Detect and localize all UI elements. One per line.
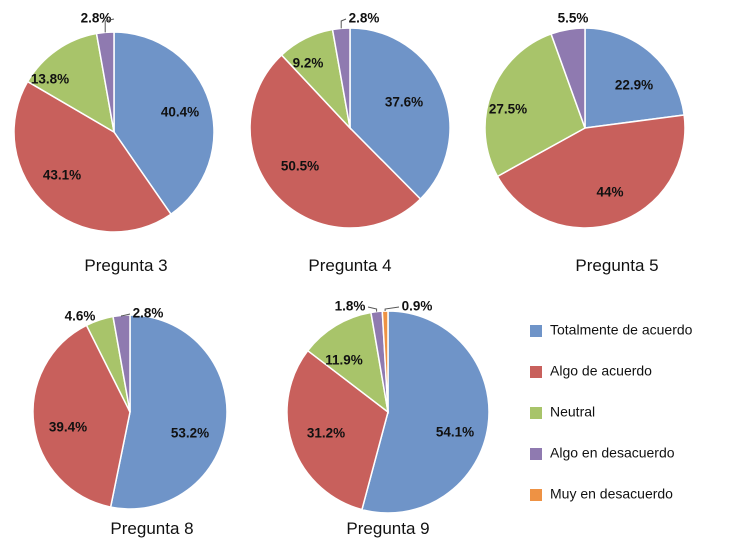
- leader-line: [121, 313, 131, 317]
- slice-label-totalmente: 54.1%: [436, 425, 474, 440]
- legend-item-algo: Algo de acuerdo: [530, 363, 652, 379]
- legend-label: Totalmente de acuerdo: [550, 322, 693, 338]
- legend-swatch: [530, 489, 542, 501]
- slice-label-neutral: 27.5%: [489, 102, 527, 117]
- pie-slice-totalmente: [349, 27, 451, 201]
- slice-label-neutral: 11.9%: [325, 353, 363, 368]
- pie-slice-totalmente: [584, 27, 685, 129]
- leader-line: [384, 306, 400, 311]
- pie-chart: 22.9% 44% 27.5% 5.5% Pregunta 5: [484, 11, 686, 275]
- slice-label-desacuerdo: 5.5%: [558, 11, 589, 26]
- slice-label-neutral: 4.6%: [65, 309, 96, 324]
- slice-label-algo: 44%: [596, 185, 623, 200]
- slice-label-algo: 31.2%: [307, 426, 345, 441]
- leader-line: [367, 306, 378, 312]
- pie-slice-algo: [249, 53, 422, 229]
- pie-slice-totalmente: [109, 314, 228, 510]
- pie-chart: 37.6% 50.5% 9.2% 2.8% Pregunta 4: [249, 11, 451, 275]
- slice-label-desacuerdo: 1.8%: [335, 299, 366, 314]
- pie-title: Pregunta 5: [575, 256, 658, 275]
- slice-label-desacuerdo: 2.8%: [349, 11, 380, 26]
- legend-swatch: [530, 448, 542, 460]
- slice-label-neutral: 13.8%: [31, 72, 69, 87]
- pie-slice-algo: [496, 114, 686, 229]
- pie-title: Pregunta 9: [346, 519, 429, 538]
- slice-label-totalmente: 53.2%: [171, 426, 209, 441]
- pie-chart: 40.4% 43.1% 13.8% 2.8% Pregunta 3: [13, 11, 215, 275]
- legend-swatch: [530, 407, 542, 419]
- slice-label-algo: 39.4%: [49, 420, 87, 435]
- pie-chart: 54.1% 31.2% 11.9% 1.8% 0.9% Pregunta 9: [286, 299, 490, 538]
- slice-label-desacuerdo: 2.8%: [81, 11, 112, 26]
- legend-label: Algo de acuerdo: [550, 363, 652, 379]
- slice-label-totalmente: 40.4%: [161, 105, 199, 120]
- legend-item-muy: Muy en desacuerdo: [530, 486, 673, 502]
- legend-swatch: [530, 325, 542, 337]
- pie-chart: 53.2% 39.4% 4.6% 2.8% Pregunta 8: [32, 306, 228, 538]
- pie-slice-algo: [32, 324, 131, 508]
- pie-slice-algo: [13, 80, 172, 233]
- legend-item-desacuerdo: Algo en desacuerdo: [530, 445, 675, 461]
- pie-slice-neutral: [26, 32, 116, 134]
- legend-label: Muy en desacuerdo: [550, 486, 673, 502]
- slice-label-totalmente: 37.6%: [385, 95, 423, 110]
- pie-slice-neutral: [484, 32, 586, 178]
- pie-slice-desacuerdo: [112, 314, 131, 413]
- pie-slice-algo: [286, 349, 389, 511]
- slice-label-algo: 43.1%: [43, 168, 81, 183]
- legend-item-totalmente: Totalmente de acuerdo: [530, 322, 693, 338]
- pie-slice-muy: [381, 310, 389, 413]
- pie-slice-desacuerdo: [550, 27, 586, 129]
- legend-label: Algo en desacuerdo: [550, 445, 675, 461]
- pie-title: Pregunta 8: [110, 519, 193, 538]
- slice-label-desacuerdo: 2.8%: [133, 306, 164, 321]
- pie-title: Pregunta 4: [308, 256, 391, 275]
- legend-label: Neutral: [550, 404, 595, 420]
- legend-item-neutral: Neutral: [530, 404, 595, 420]
- pie-slice-neutral: [306, 311, 390, 414]
- chart-legend: Totalmente de acuerdo Algo de acuerdo Neut…: [530, 322, 693, 502]
- leader-line: [340, 18, 347, 29]
- leader-line: [104, 18, 115, 33]
- pie-title: Pregunta 3: [84, 256, 167, 275]
- slice-label-muy: 0.9%: [402, 299, 433, 314]
- slice-label-totalmente: 22.9%: [615, 78, 653, 93]
- pie-slice-totalmente: [361, 310, 490, 514]
- pie-slice-totalmente: [113, 31, 215, 216]
- legend-swatch: [530, 366, 542, 378]
- slice-label-algo: 50.5%: [281, 159, 319, 174]
- pie-charts-group: 40.4% 43.1% 13.8% 2.8% Pregunta 3 37.6% 50.5% 9…: [13, 11, 686, 538]
- slice-label-neutral: 9.2%: [293, 56, 324, 71]
